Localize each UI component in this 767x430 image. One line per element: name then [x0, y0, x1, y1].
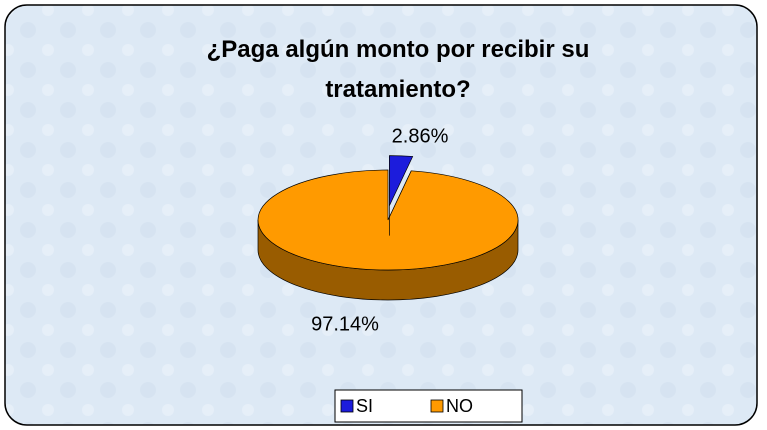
legend-swatch — [340, 399, 354, 413]
legend-label: SI — [356, 396, 373, 416]
legend-swatch — [430, 399, 444, 413]
legend-label: NO — [446, 396, 473, 416]
data-label: 2.86% — [392, 125, 449, 147]
pie: 2.86% 97.14% — [257, 125, 519, 335]
slice-top — [257, 169, 519, 271]
legend-box — [334, 389, 523, 423]
slice-top — [389, 155, 414, 206]
data-label: 97.14% — [311, 313, 379, 335]
chart-title: ¿Paga algún monto por recibir su tratami… — [206, 36, 590, 103]
legend: SI NO — [340, 396, 473, 416]
title-box: ¿Paga algún monto por recibir su tratami… — [206, 36, 590, 103]
